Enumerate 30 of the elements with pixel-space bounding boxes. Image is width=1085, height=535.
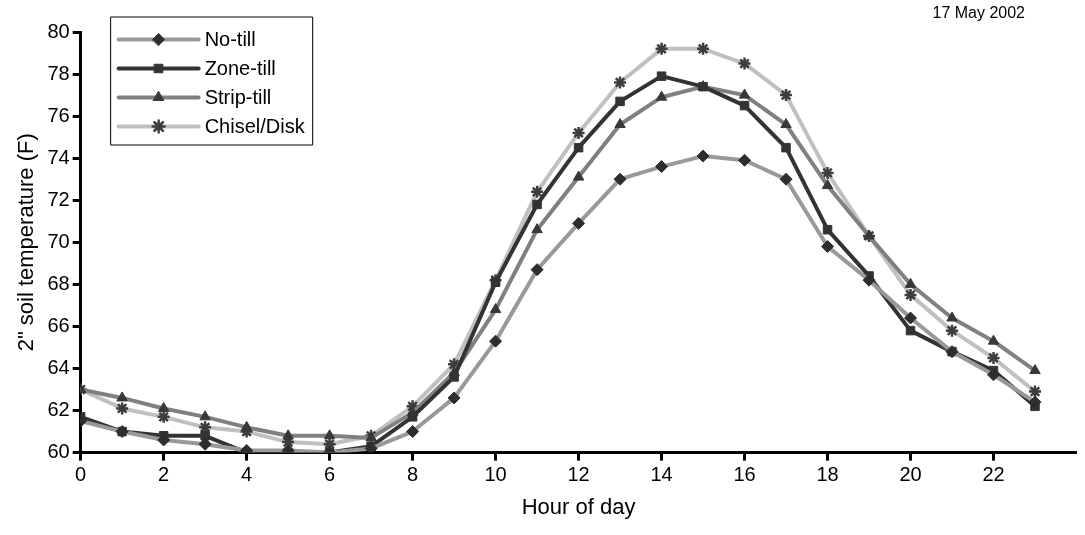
x-tick-label: 2	[158, 463, 170, 486]
y-tick-label: 70	[47, 229, 70, 252]
legend-label: No-till	[204, 28, 256, 51]
x-tick-label: 6	[324, 463, 336, 486]
x-tick-label: 22	[982, 463, 1005, 486]
legend-label: Zone-till	[204, 57, 276, 80]
y-tick-label: 64	[47, 356, 70, 378]
x-tick-label: 18	[816, 463, 839, 486]
x-tick-label: 16	[733, 463, 756, 486]
text: 17 May 2002	[932, 4, 1026, 22]
y-tick-label: 60	[47, 440, 70, 463]
y-tick-label: 74	[47, 145, 70, 168]
x-tick-label: 4	[241, 463, 253, 486]
x-axis-title: Hour of day	[521, 493, 636, 519]
x-tick-label: 12	[567, 463, 590, 486]
x-tick-label: 10	[484, 463, 507, 486]
y-tick-label: 80	[47, 19, 70, 42]
y-tick-label: 62	[47, 398, 70, 421]
x-tick-label: 20	[899, 463, 922, 486]
y-axis-title: 2" soil temperature (F)	[13, 133, 39, 352]
y-tick-label: 76	[47, 103, 70, 126]
legend-label: Chisel/Disk	[204, 115, 306, 138]
y-tick-label: 66	[47, 313, 70, 336]
x-tick-label: 0	[75, 463, 87, 486]
legend-label: Strip-till	[204, 86, 272, 109]
y-tick-label: 78	[47, 61, 70, 84]
x-tick-label: 8	[407, 463, 419, 486]
y-tick-label: 68	[47, 271, 70, 294]
x-tick-label: 14	[650, 463, 673, 486]
y-tick-label: 72	[47, 187, 70, 210]
